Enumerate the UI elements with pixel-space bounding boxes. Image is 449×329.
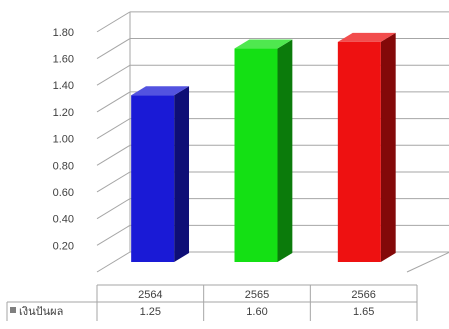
- bar: [337, 32, 396, 262]
- y-tick-label: 0.60: [53, 187, 74, 199]
- bar-top-face: [131, 86, 190, 96]
- gridline-side-0: [96, 224, 131, 246]
- y-tick-label: 0.20: [53, 240, 74, 252]
- bar-side-face: [174, 86, 190, 262]
- x-category-label: 2566: [351, 289, 375, 301]
- y-tick-label: 0.80: [53, 160, 74, 172]
- bar-front-face: [131, 95, 175, 262]
- legend-marker: [10, 307, 16, 313]
- x-category-label: 2564: [138, 289, 162, 301]
- gridline-side-5: [96, 91, 131, 113]
- legend-series-label: เงินปันผล: [19, 306, 63, 318]
- y-tick-label: 1.40: [53, 80, 74, 92]
- y-tick-label: 1.60: [53, 54, 74, 66]
- gridline-side-1: [96, 198, 131, 220]
- bar: [234, 39, 293, 263]
- bar: [131, 86, 190, 262]
- data-label: 1.25: [140, 306, 161, 318]
- bar-top-face: [234, 39, 293, 49]
- y-tick-label: 1.80: [53, 27, 74, 39]
- gridline-side-6: [96, 64, 131, 86]
- bar-front-face: [337, 41, 381, 262]
- floor-right-edge: [406, 251, 449, 273]
- gridline-side-3: [96, 144, 131, 166]
- y-tick-label: 1.00: [53, 134, 74, 146]
- gridline-side-8: [96, 11, 131, 33]
- gridline-side-7: [96, 38, 131, 59]
- gridline-side-2: [96, 171, 131, 193]
- data-label: 1.60: [246, 306, 267, 318]
- x-category-label: 2565: [245, 289, 269, 301]
- floor-left-edge: [96, 251, 131, 273]
- bar-front-face: [234, 48, 278, 263]
- bar-side-face: [277, 39, 293, 263]
- bar-side-face: [380, 32, 396, 262]
- data-label: 1.65: [353, 306, 374, 318]
- y-tick-label: 0.40: [53, 214, 74, 226]
- gridline-side-4: [96, 118, 131, 140]
- y-tick-label: 1.20: [53, 107, 74, 119]
- bar-top-face: [337, 32, 396, 42]
